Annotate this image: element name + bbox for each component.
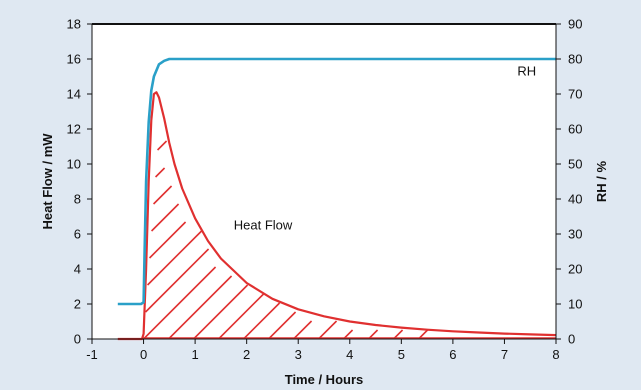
hatch-line <box>148 221 187 259</box>
rh-line <box>117 57 556 306</box>
y-left-tick-label: 10 <box>67 157 81 172</box>
hatch-line <box>217 293 265 339</box>
y-right-tick-label: 90 <box>568 17 582 32</box>
y-right-tick-label: 60 <box>568 122 582 137</box>
ticks-layer: -1 0 1 2 3 4 5 6 7 802468101214161801020304050607… <box>67 17 583 363</box>
hatch-line <box>192 284 249 339</box>
hatch-fill <box>142 140 556 339</box>
y-right-tick-label: 0 <box>568 332 575 347</box>
hatch-line <box>146 230 203 286</box>
x-tick-label: 0 <box>140 347 147 362</box>
y-axis-right-title: RH / % <box>594 160 609 202</box>
y-right-tick-label: 10 <box>568 297 582 312</box>
y-right-tick-label: 20 <box>568 262 582 277</box>
hatch-line <box>154 167 166 178</box>
hatch-line <box>150 203 180 232</box>
y-left-tick-label: 16 <box>67 52 81 67</box>
x-axis-title: Time / Hours <box>285 372 364 387</box>
x-tick-label: 4 <box>346 347 353 362</box>
y-left-tick-label: 8 <box>74 192 81 207</box>
heat-flow-series-label: Heat Flow <box>234 217 293 232</box>
x-tick-label: 6 <box>449 347 456 362</box>
x-tick-label: 2 <box>243 347 250 362</box>
y-left-tick-label: 12 <box>67 122 81 137</box>
y-left-tick-label: 4 <box>74 262 81 277</box>
hatch-line <box>167 275 233 339</box>
heat-flow-line <box>117 91 557 341</box>
series-lines <box>117 57 557 341</box>
x-tick-label: 8 <box>552 347 559 362</box>
y-right-tick-label: 40 <box>568 192 582 207</box>
x-tick-label: 3 <box>295 347 302 362</box>
hatch-line <box>142 266 217 339</box>
hatch-line <box>317 320 338 339</box>
plot-area <box>92 24 556 339</box>
x-tick-label: 5 <box>398 347 405 362</box>
hatch-line <box>144 248 210 313</box>
rh-series-label: RH <box>517 63 536 78</box>
hatch-line <box>292 320 313 339</box>
y-right-tick-label: 50 <box>568 157 582 172</box>
hatch-line <box>267 311 297 339</box>
y-right-tick-label: 80 <box>568 52 582 67</box>
y-left-tick-label: 18 <box>67 17 81 32</box>
hatch-line <box>152 185 173 205</box>
x-tick-label: -1 <box>86 347 98 362</box>
x-tick-label: 7 <box>501 347 508 362</box>
y-right-tick-label: 70 <box>568 87 582 102</box>
y-right-tick-label: 30 <box>568 227 582 242</box>
y-left-tick-label: 0 <box>74 332 81 347</box>
hatch-line <box>156 140 168 151</box>
y-left-tick-label: 14 <box>67 87 81 102</box>
y-left-tick-label: 6 <box>74 227 81 242</box>
y-left-tick-label: 2 <box>74 297 81 312</box>
y-axis-left-title: Heat Flow / mW <box>40 133 55 230</box>
x-tick-label: 1 <box>191 347 198 362</box>
hatch-line <box>242 302 281 339</box>
